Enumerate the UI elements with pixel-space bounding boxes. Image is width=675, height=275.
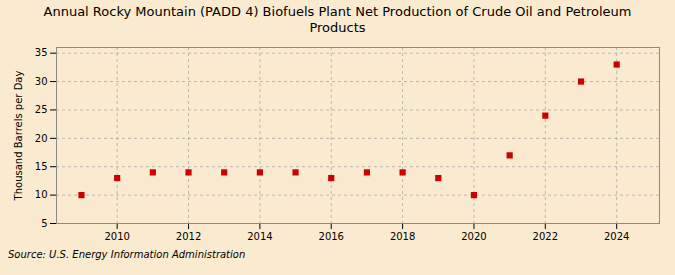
html-text:Source: U.S. Energy Informatio: Source: U.S. Energy Information Administ… [8,249,246,261]
svg-text:2012: 2012 [176,231,201,242]
svg-text:2010: 2010 [104,231,129,242]
svg-text:2016: 2016 [319,231,344,242]
svg-text:35: 35 [35,48,48,59]
svg-text:Thousand Barrels per Day: Thousand Barrels per Day [13,71,24,202]
svg-text:15: 15 [35,161,48,172]
html-text:Annual Rocky Mountain (PADD 4): Annual Rocky Mountain (PADD 4) Biofuels … [43,4,632,35]
svg-text:2018: 2018 [390,231,415,242]
svg-text:10: 10 [35,190,48,201]
svg-text:25: 25 [35,104,48,115]
svg-text:2014: 2014 [247,231,272,242]
svg-text:20: 20 [35,133,48,144]
svg-text:5: 5 [41,218,47,229]
svg-text:2020: 2020 [461,231,486,242]
svg-text:2024: 2024 [604,231,629,242]
svg-text:30: 30 [35,76,48,87]
svg-text:2022: 2022 [533,231,558,242]
